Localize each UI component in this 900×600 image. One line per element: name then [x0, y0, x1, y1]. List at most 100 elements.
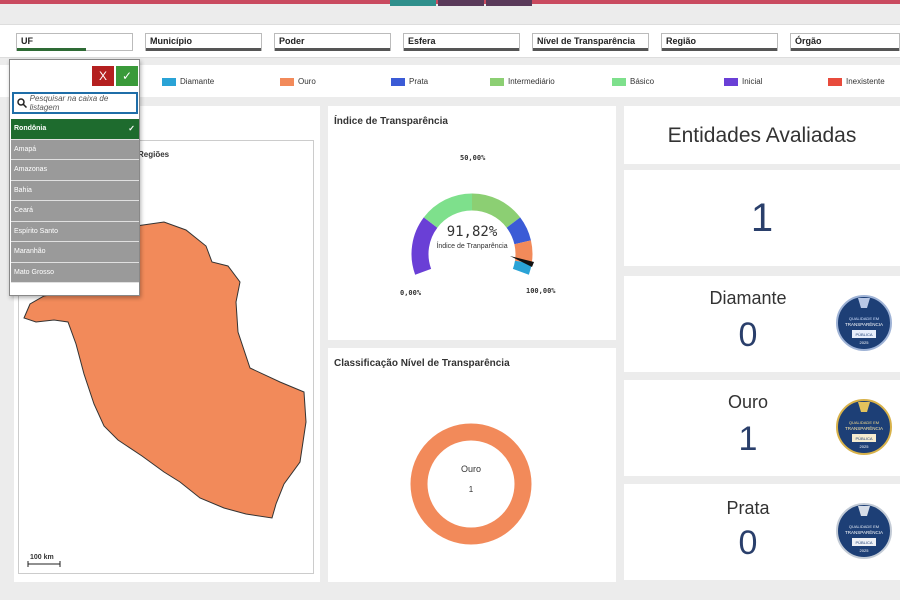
filter-label: UF [21, 36, 33, 46]
gauge-segment-inicial[interactable] [411, 217, 438, 275]
filter-bar: UF Município Poder Esfera Nível de Trans… [0, 24, 900, 58]
legend-item: Prata [391, 77, 428, 86]
gauge-min-label: 0,00% [400, 289, 422, 297]
gauge-segment-intermediario[interactable] [471, 193, 521, 229]
map-region-rondonia[interactable] [23, 221, 307, 519]
list-item[interactable]: Ceará [11, 201, 139, 222]
gauge-title: Índice de Transparência [334, 116, 448, 127]
gauge-value: 91,82% [446, 224, 498, 240]
seal-text: PÚBLICA [855, 436, 872, 441]
legend-label: Diamante [180, 77, 215, 86]
gauge-segment-diamante[interactable] [512, 260, 532, 275]
map-svg [23, 221, 307, 567]
stat-card-diamante: Diamante 0 QUALIDADE EM TRANSPARÊNCIA PÚ… [624, 276, 900, 372]
filter-label: Região [666, 36, 697, 46]
level-legend: Diamante Ouro Prata Intermediário Básico… [0, 65, 900, 97]
uf-list: Rondônia Amapá Amazonas Bahia Ceará Espí… [11, 119, 139, 283]
entities-value: 1 [750, 196, 774, 240]
filter-esfera[interactable]: Esfera [403, 33, 520, 51]
classification-title: Classificação Nível de Transparência [334, 358, 510, 369]
seal-text: QUALIDADE EM [849, 316, 879, 321]
list-item[interactable]: Bahia [11, 180, 139, 201]
list-item[interactable]: Rondônia [11, 119, 139, 140]
legend-swatch [162, 77, 176, 86]
filter-underline [404, 48, 519, 51]
donut-center-label: Ouro [460, 464, 481, 474]
search-placeholder: Pesquisar na caixa de listagem [29, 94, 109, 112]
gauge-segment-prata[interactable] [506, 217, 531, 245]
scale-label: 100 km [30, 554, 54, 561]
legend-label: Prata [409, 77, 429, 86]
map-panel: Regiões 100 km [14, 106, 320, 582]
gauge-panel: Índice de Transparência 91,82% Índice de… [328, 106, 616, 340]
filter-nivel[interactable]: Nível de Transparência [532, 33, 649, 51]
list-item[interactable]: Amapá [11, 139, 139, 160]
top-tab[interactable] [438, 0, 484, 6]
stat-label: Diamante [709, 288, 787, 308]
gauge-max-label: 100,00% [526, 287, 556, 295]
top-tab[interactable] [486, 0, 532, 6]
filter-orgao[interactable]: Órgão [790, 33, 900, 51]
seal-text: QUALIDADE EM [849, 524, 879, 529]
stat-label: Prata [726, 498, 770, 518]
top-tab[interactable] [390, 0, 436, 6]
seal-text: TRANSPARÊNCIA [845, 528, 883, 535]
seal-text: 2025 [860, 340, 870, 345]
classification-panel: Classificação Nível de Transparência Our… [328, 348, 616, 582]
confirm-button[interactable]: ✓ [116, 66, 138, 86]
legend-item: Básico [612, 77, 654, 86]
seal-text: 2025 [860, 444, 870, 449]
stat-value: 1 [738, 420, 758, 458]
list-item[interactable]: Mato Grosso [11, 262, 139, 283]
seal-text: QUALIDADE EM [849, 420, 879, 425]
filter-uf[interactable]: UF [16, 33, 133, 51]
filter-poder[interactable]: Poder [274, 33, 391, 51]
search-icon [17, 98, 27, 108]
quality-seal-icon: QUALIDADE EM TRANSPARÊNCIA PÚBLICA 2025 [836, 295, 892, 351]
gauge-needle [510, 256, 534, 267]
legend-swatch [724, 77, 738, 86]
list-item[interactable]: Espírito Santo [11, 221, 139, 242]
quality-seal-icon: QUALIDADE EM TRANSPARÊNCIA PÚBLICA 2025 [836, 503, 892, 559]
legend-label: Intermediário [508, 77, 555, 86]
seal-text: TRANSPARÊNCIA [845, 320, 883, 327]
filter-underline [17, 48, 86, 51]
legend-swatch [828, 77, 842, 86]
list-item[interactable]: Amazonas [11, 160, 139, 181]
filter-regiao[interactable]: Região [661, 33, 778, 51]
gauge-segment-basico[interactable] [423, 193, 473, 229]
legend-swatch [280, 77, 294, 86]
stat-value: 0 [738, 524, 758, 562]
entities-value-card: 1 [624, 170, 900, 266]
filter-underline [533, 48, 648, 51]
donut-center-value: 1 [468, 485, 474, 494]
stat-label: Ouro [727, 392, 769, 412]
filter-label: Nível de Transparência [537, 36, 636, 46]
filter-label: Poder [279, 36, 305, 46]
entities-title: Entidades Avaliadas [667, 124, 857, 147]
search-input[interactable]: Pesquisar na caixa de listagem [12, 92, 138, 114]
filter-municipio[interactable]: Município [145, 33, 262, 51]
legend-label: Ouro [298, 77, 316, 86]
legend-swatch [391, 77, 405, 86]
top-tabs [390, 0, 532, 6]
legend-item: Intermediário [490, 77, 555, 86]
legend-label: Inexistente [846, 77, 885, 86]
stat-card-prata: Prata 0 QUALIDADE EM TRANSPARÊNCIA PÚBLI… [624, 484, 900, 580]
legend-label: Inicial [742, 77, 763, 86]
filter-label: Órgão [795, 36, 822, 46]
gauge-sublabel: Índice de Tranparência [436, 243, 508, 250]
seal-text: TRANSPARÊNCIA [845, 424, 883, 431]
gauge-mid-label: 50,00% [460, 154, 486, 162]
gauge-chart [411, 193, 534, 275]
list-item[interactable]: Maranhão [11, 242, 139, 263]
donut-chart [410, 423, 532, 545]
stat-value: 0 [738, 316, 758, 354]
filter-underline [275, 48, 390, 51]
map-frame [18, 140, 314, 574]
legend-item: Inicial [724, 77, 762, 86]
legend-label: Básico [630, 77, 655, 86]
stat-card-ouro: Ouro 1 QUALIDADE EM TRANSPARÊNCIA PÚBLIC… [624, 380, 900, 476]
donut-slice-ouro[interactable] [410, 423, 532, 545]
cancel-button[interactable]: X [92, 66, 114, 86]
